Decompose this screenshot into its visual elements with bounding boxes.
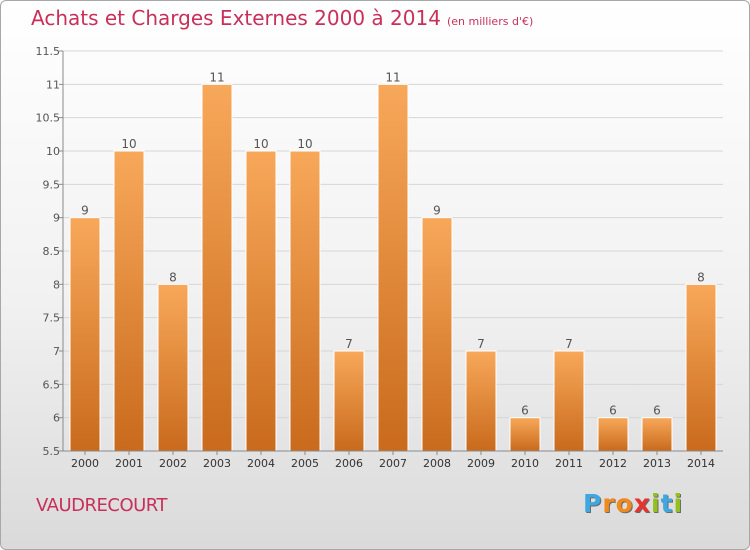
bar-2005 [289,150,321,452]
y-tick-label: 11 [46,78,60,91]
data-label: 11 [209,70,224,84]
y-tick-label: 8 [53,278,60,291]
bar-2001 [113,150,145,452]
data-label: 8 [697,270,705,284]
bar-2006 [333,350,365,452]
x-tick-label: 2011 [555,457,583,470]
logo-letter: t [660,489,674,518]
bar-2002 [157,283,189,452]
y-tick-label: 9.5 [43,178,61,191]
data-label: 6 [521,404,529,418]
chart-title-unit: (en milliers d'€) [446,15,534,28]
y-tick-label: 7.5 [43,312,61,325]
bars [69,83,717,452]
y-tick-label: 9 [53,212,60,225]
data-label: 7 [477,337,485,351]
x-tick-label: 2003 [203,457,231,470]
x-tick-label: 2007 [379,457,407,470]
logo-letter: i [673,489,684,518]
logo-letter: o [615,489,634,518]
bar-2000 [69,217,101,452]
labels: 5.5 6 6.5 7 7.5 8 8.5 9 9.5 10 10.5 11 11.5 9 2000 10 20… [36,45,716,470]
x-tick-label: 2008 [423,457,451,470]
y-tick-label: 5.5 [43,445,61,458]
bar-2008 [421,217,453,452]
y-tick-label: 8.5 [43,245,61,258]
x-tick-label: 2005 [291,457,319,470]
data-label: 7 [345,337,353,351]
logo-letter: P [583,489,603,518]
logo-letter: i [651,489,661,518]
y-tick-label: 7 [53,345,60,358]
x-tick-label: 2010 [511,457,539,470]
x-tick-label: 2012 [599,457,627,470]
bar-2013 [641,417,673,452]
data-label: 6 [653,404,661,418]
data-label: 6 [609,404,617,418]
bar-2012 [597,417,629,452]
x-tick-label: 2014 [687,457,715,470]
y-tick-label: 11.5 [36,45,61,58]
bar-2004 [245,150,277,452]
logo-letter: x [633,489,651,518]
x-tick-label: 2013 [643,457,671,470]
bar-2014 [685,283,717,452]
commune-name: VAUDRECOURT [36,495,168,516]
chart-title-main: Achats et Charges Externes 2000 à 2014 [31,6,441,30]
data-label: 11 [385,70,400,84]
y-tick-label: 6 [53,412,60,425]
data-label: 7 [565,337,573,351]
logo-letter: r [602,489,616,518]
x-tick-label: 2000 [71,457,99,470]
y-tick-label: 10 [46,145,60,158]
data-label: 9 [81,204,89,218]
y-tick-label: 6.5 [43,378,61,391]
bar-2010 [509,417,541,452]
axes [59,50,723,455]
data-label: 10 [253,137,268,151]
y-tick-label: 10.5 [36,112,61,125]
x-tick-label: 2004 [247,457,275,470]
proxiti-logo: Proxiti [583,489,683,518]
data-label: 8 [169,270,177,284]
bar-2007 [377,83,409,452]
x-tick-label: 2006 [335,457,363,470]
bar-2003 [201,83,233,452]
data-label: 10 [121,137,136,151]
x-tick-label: 2009 [467,457,495,470]
x-tick-label: 2002 [159,457,187,470]
data-label: 9 [433,204,441,218]
x-tick-label: 2001 [115,457,143,470]
bar-2011 [553,350,585,452]
chart-title: Achats et Charges Externes 2000 à 2014 (e… [31,6,533,30]
data-label: 10 [297,137,312,151]
bar-2009 [465,350,497,452]
